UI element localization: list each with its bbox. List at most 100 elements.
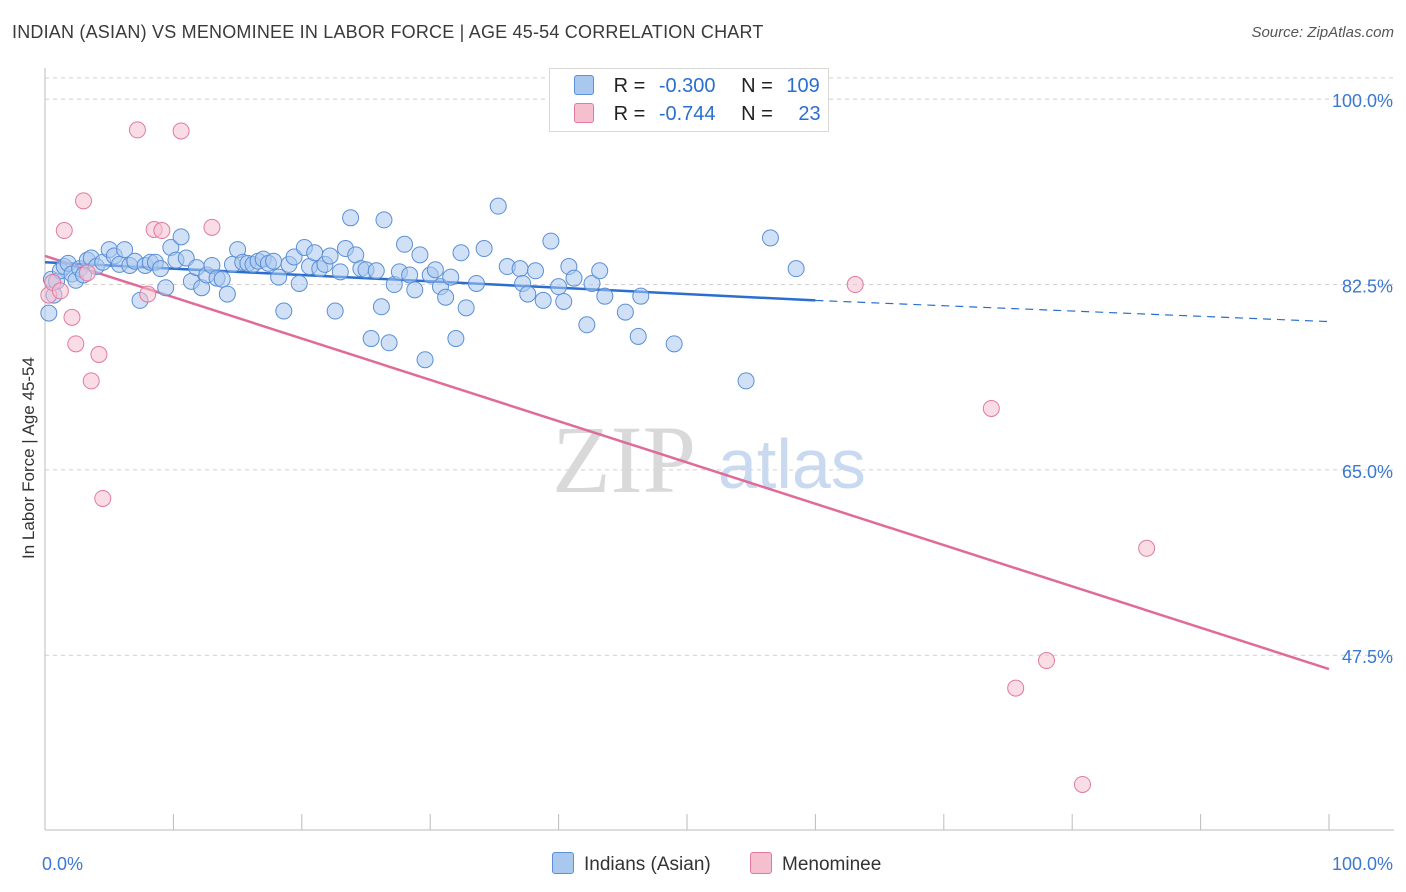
indian-point (452, 244, 470, 262)
menominee-point (1038, 652, 1056, 670)
legend-row-indians: R = -0.300 N = 109 (574, 75, 820, 101)
legend-n-label: N = (741, 75, 773, 97)
legend-item-menominee: Menominee (750, 852, 881, 876)
indian-point (583, 274, 601, 292)
tick-labels: 47.5% 65.0% 82.5% 100.0% 0.0% 100.0% (42, 91, 1393, 874)
y-axis-title: In Labor Force | Age 45-54 (19, 357, 38, 559)
legend-row-menominee: R = -0.744 N = 23 (574, 103, 821, 129)
indian-point (326, 302, 344, 320)
y-tick-label: 100.0% (1332, 91, 1393, 111)
indian-point (526, 262, 544, 280)
indian-point (290, 274, 308, 292)
indian-point (787, 260, 805, 278)
indian-point (475, 240, 493, 258)
indian-point (534, 291, 552, 309)
data-points (40, 121, 1156, 793)
legend-swatch-blue (574, 75, 594, 95)
menominee-point (128, 121, 146, 139)
menominee-point (846, 276, 864, 294)
menominee-point (94, 489, 112, 507)
indian-point (632, 287, 650, 305)
menominee-point (1007, 679, 1025, 697)
indian-point (489, 197, 507, 215)
legend-item-indians: Indians (Asian) (552, 852, 711, 876)
menominee-point (1138, 539, 1156, 557)
indian-point (437, 288, 455, 306)
indian-point (616, 303, 634, 321)
axes (44, 68, 1394, 831)
indian-point (396, 235, 414, 253)
indian-point (157, 279, 175, 297)
indian-point (467, 274, 485, 292)
menominee-point (153, 222, 171, 240)
indian-point (596, 287, 614, 305)
indian-point (629, 327, 647, 345)
y-tick-label: 65.0% (1342, 462, 1393, 482)
indian-point (447, 330, 465, 348)
indian-point (375, 211, 393, 229)
indian-point (367, 262, 385, 280)
menominee-point (55, 222, 73, 240)
indian-point (550, 278, 568, 296)
indian-point (665, 335, 683, 353)
indian-point (331, 263, 349, 281)
watermark-atlas: atlas (718, 425, 866, 503)
indian-point (511, 260, 529, 278)
indian-point (542, 232, 560, 250)
indian-point (172, 228, 190, 246)
legend-n-value: 23 (798, 103, 821, 125)
menominee-point (75, 192, 93, 210)
indian-point (737, 372, 755, 390)
indian-point (411, 246, 429, 264)
indian-point (457, 299, 475, 317)
indian-point (401, 266, 419, 284)
legend-n-value: 109 (786, 75, 820, 97)
legend-n-label: N = (741, 103, 773, 125)
indian-point (406, 281, 424, 299)
menominee-point (63, 308, 81, 326)
indian-point (152, 260, 170, 278)
menominee-point (139, 285, 157, 303)
trend-lines (44, 254, 1330, 671)
legend-r-value: -0.300 (658, 75, 716, 97)
menominee-point (90, 345, 108, 363)
indian-point (578, 316, 596, 334)
menominee-point (172, 122, 190, 140)
indian-point (372, 298, 390, 316)
menominee-trend-line (44, 254, 1330, 671)
indian-point (218, 285, 236, 303)
legend-r-value: -0.744 (658, 103, 716, 125)
indian-point (519, 285, 537, 303)
legend-r-label: R = (613, 75, 646, 97)
indian-trend-extension (815, 299, 1330, 323)
indian-point (270, 268, 288, 286)
watermark-zip: ZIP (552, 406, 696, 513)
indian-point (761, 229, 779, 247)
x-tick-label: 100.0% (1332, 854, 1393, 874)
menominee-point (51, 282, 69, 300)
indian-point (591, 262, 609, 280)
menominee-point (1073, 775, 1091, 793)
chart-title: INDIAN (ASIAN) VS MENOMINEE IN LABOR FOR… (12, 22, 764, 42)
indian-point (116, 241, 134, 259)
watermark: ZIP atlas (552, 406, 866, 513)
indian-point (442, 268, 460, 286)
menominee-point (82, 372, 100, 390)
legend-label-menominee: Menominee (782, 854, 882, 875)
indian-point (275, 302, 293, 320)
menominee-point (982, 399, 1000, 417)
menominee-point (67, 335, 85, 353)
source-label: Source: ZipAtlas.com (1251, 24, 1394, 41)
legend-r-label: R = (613, 103, 646, 125)
legend-swatch-pink (574, 103, 594, 123)
indian-point (265, 252, 283, 270)
indian-point (321, 247, 339, 265)
indian-point (416, 351, 434, 369)
legend-swatch-pink (750, 852, 772, 874)
indian-point (40, 304, 58, 322)
indian-point (213, 270, 231, 288)
menominee-point (203, 218, 221, 236)
indian-point (362, 330, 380, 348)
menominee-point (78, 264, 96, 282)
